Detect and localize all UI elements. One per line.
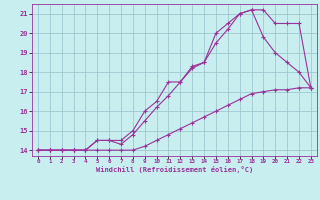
- X-axis label: Windchill (Refroidissement éolien,°C): Windchill (Refroidissement éolien,°C): [96, 166, 253, 173]
